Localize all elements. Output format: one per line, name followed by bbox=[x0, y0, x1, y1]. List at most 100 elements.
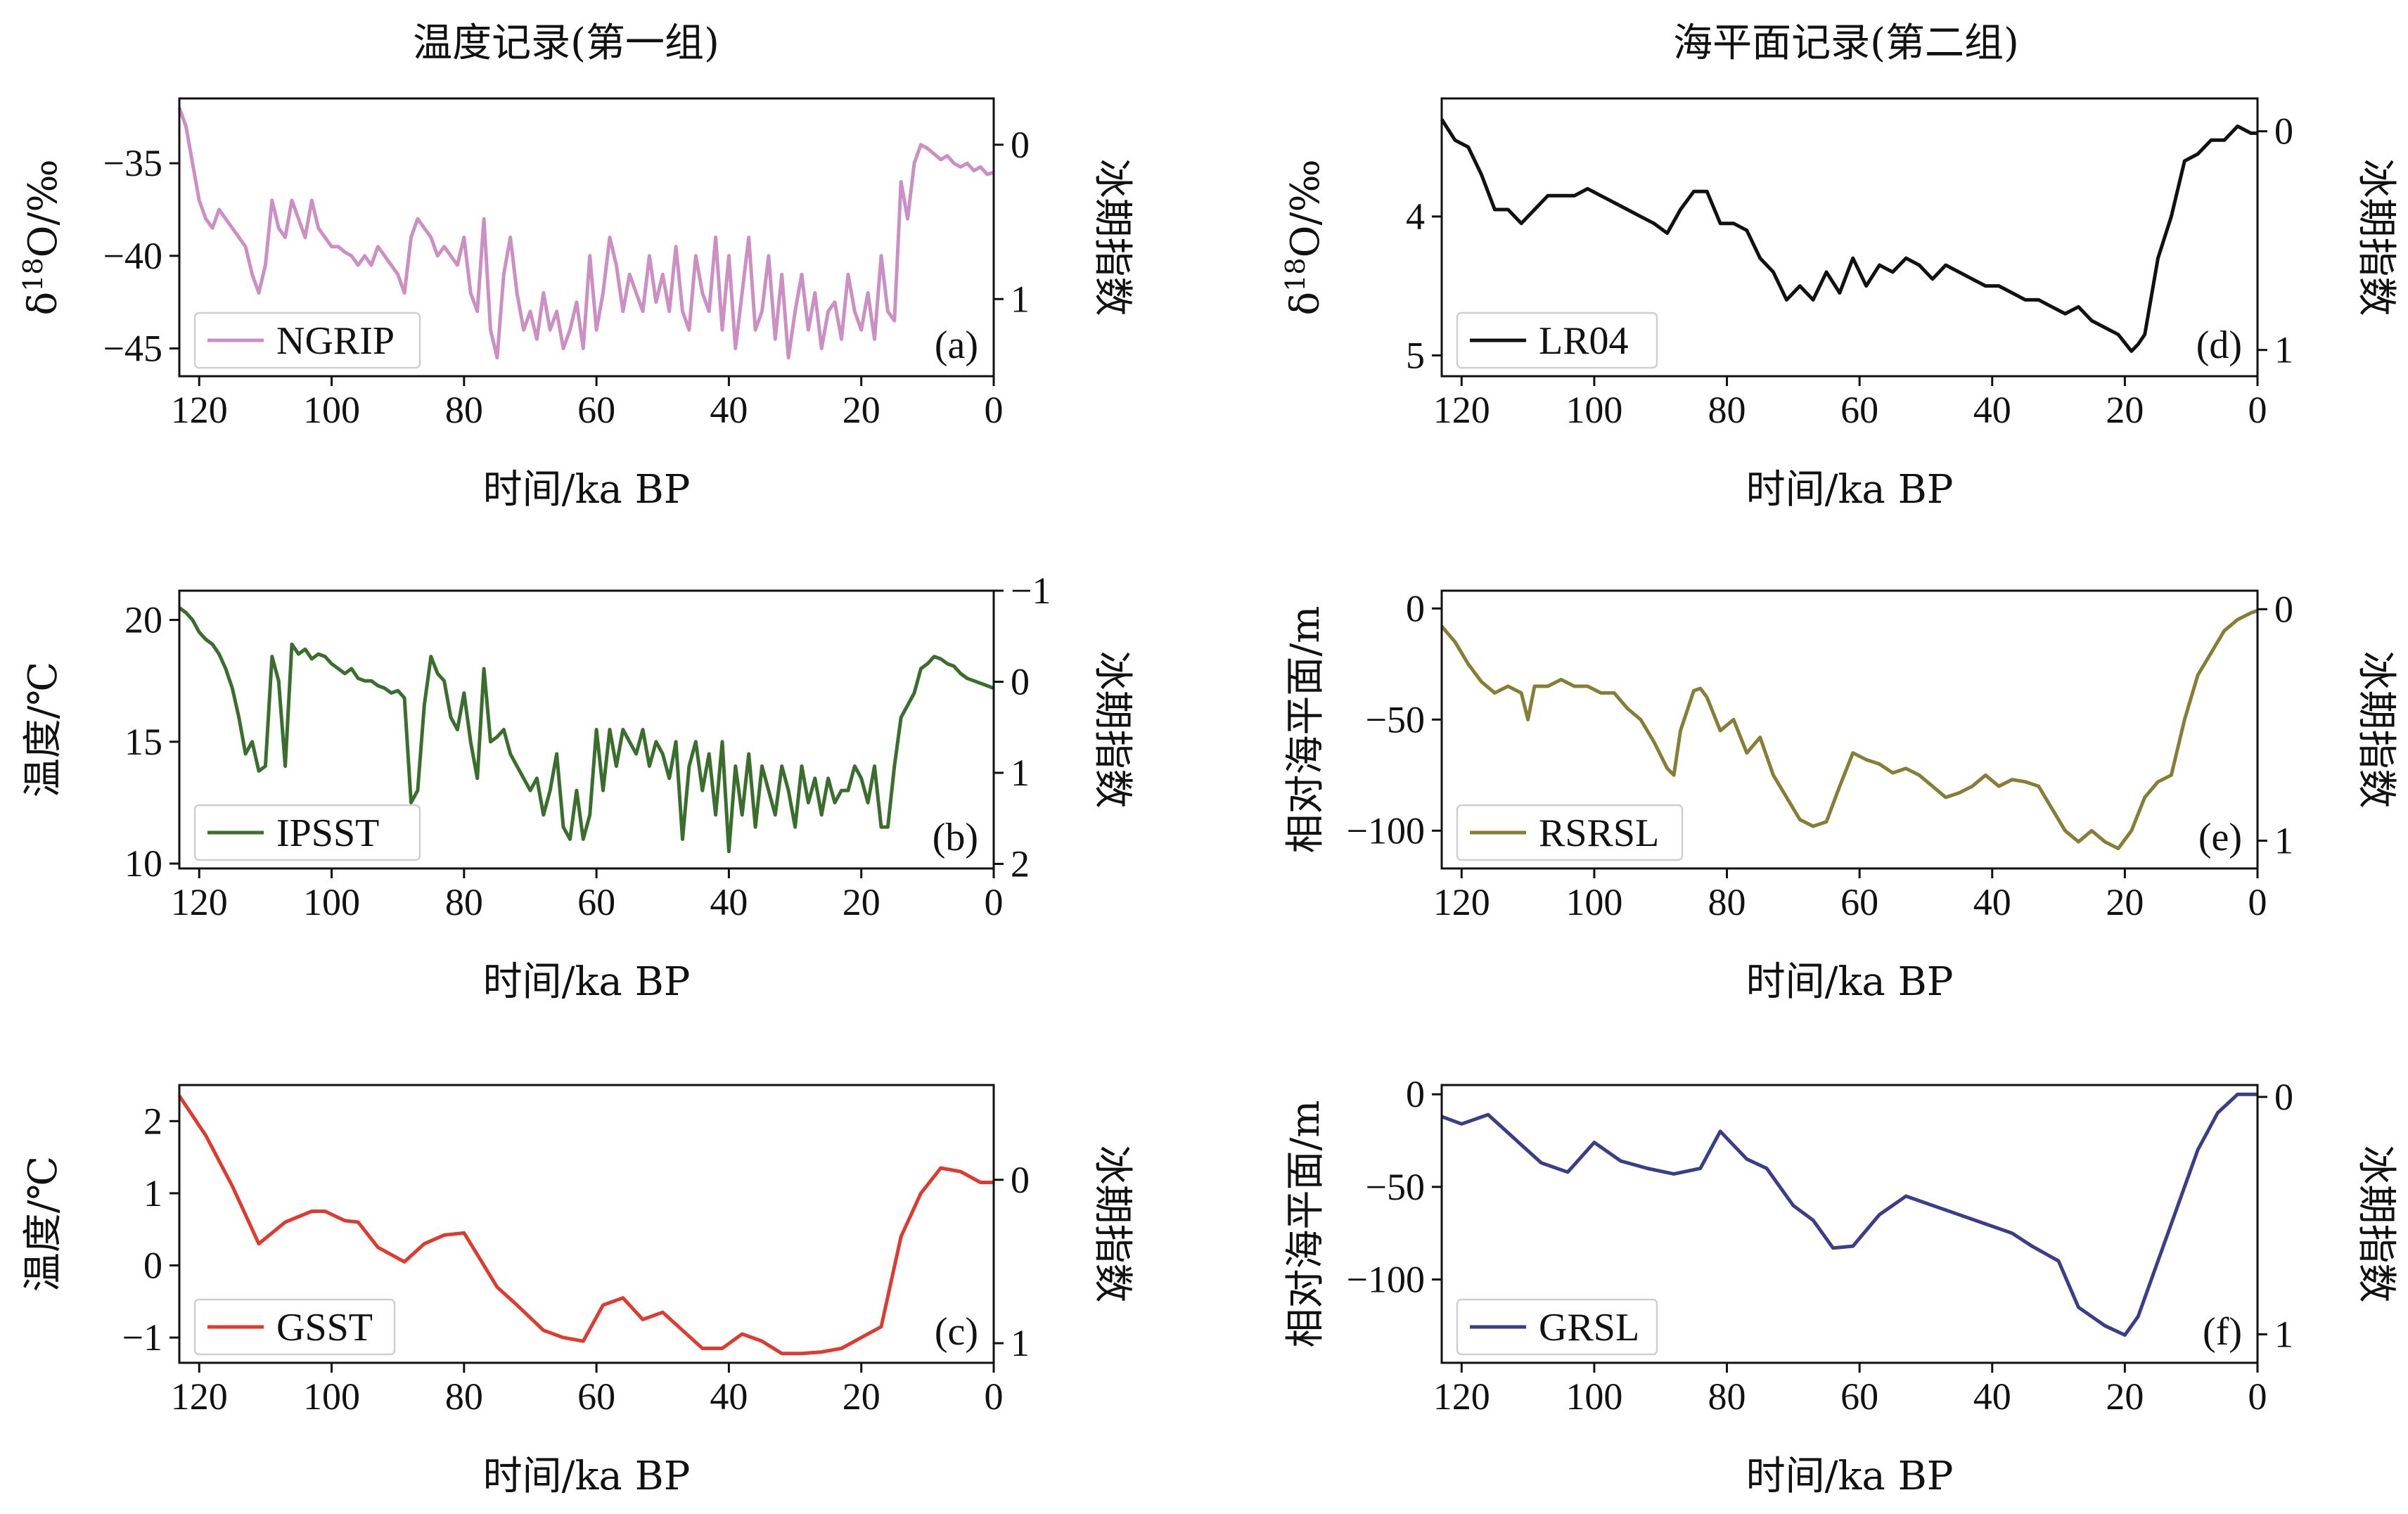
y-axis-label-part: O/‰ bbox=[1283, 160, 1328, 258]
x-tick-label: 40 bbox=[710, 389, 748, 431]
y-tick-label: 1 bbox=[143, 1172, 162, 1214]
legend-box bbox=[1456, 804, 1684, 861]
y-axis-label: 温度/℃ bbox=[20, 662, 66, 798]
series-line-rsrsl bbox=[1440, 609, 2258, 851]
legend-box bbox=[193, 804, 421, 861]
y2-axis-label: 冰期指数 bbox=[2353, 159, 2399, 316]
plot-frame bbox=[178, 589, 995, 870]
x-tick-label: 0 bbox=[2248, 881, 2267, 923]
panel-label: (c) bbox=[935, 1310, 978, 1354]
x-tick-label: 60 bbox=[1840, 881, 1878, 923]
legend-box bbox=[193, 312, 421, 369]
x-tick-label: 20 bbox=[2106, 1375, 2144, 1418]
x-tick-label: 120 bbox=[1433, 1375, 1490, 1418]
x-tick-label: 20 bbox=[2106, 881, 2144, 923]
y-tick-label: 0 bbox=[143, 1244, 162, 1286]
x-tick-label: 40 bbox=[1973, 881, 2011, 923]
y2-tick-label: 0 bbox=[1011, 124, 1030, 166]
column-title-left: 温度记录(第一组) bbox=[413, 20, 719, 66]
x-tick-label: 80 bbox=[1708, 389, 1746, 431]
y-tick-label: 15 bbox=[124, 721, 162, 763]
x-tick-label: 80 bbox=[445, 389, 483, 431]
x-axis-label: 时间/ka BP bbox=[1746, 467, 1954, 513]
panel-label: (e) bbox=[2198, 816, 2242, 859]
legend-label: IPSST bbox=[276, 811, 379, 855]
plot-frame bbox=[1440, 1084, 2259, 1364]
x-tick-label: 0 bbox=[985, 1375, 1004, 1418]
y-tick-label: −40 bbox=[103, 235, 162, 277]
panel-a: 120 100 80 60 40 20 0 −35 −40 −45 0 1 时间/ka BP δ18O/‰… bbox=[18, 97, 1135, 513]
x-tick-label: 120 bbox=[1433, 881, 1490, 923]
y2-tick-label: 1 bbox=[2274, 329, 2293, 371]
y-axis-label: 相对海平面/m bbox=[1283, 1101, 1328, 1348]
x-tick-label: 120 bbox=[1433, 389, 1490, 431]
panel-label: (f) bbox=[2203, 1310, 2242, 1354]
y2-tick-label: 0 bbox=[1011, 1159, 1030, 1201]
plot-frame bbox=[178, 97, 995, 378]
y2-axis-label: 冰期指数 bbox=[1089, 159, 1135, 316]
series-line-gsst bbox=[177, 1095, 994, 1356]
x-tick-label: 60 bbox=[577, 881, 615, 923]
x-tick-label: 40 bbox=[710, 881, 748, 923]
legend-label: RSRSL bbox=[1539, 811, 1659, 855]
legend: GSST bbox=[193, 1298, 396, 1356]
plot-frame bbox=[178, 1084, 995, 1364]
y2-tick-label: 1 bbox=[1011, 1322, 1030, 1364]
x-axis-label: 时间/ka BP bbox=[1746, 1454, 1954, 1499]
x-tick-label: 120 bbox=[171, 881, 228, 923]
x-tick-label: 0 bbox=[985, 881, 1004, 923]
y-axis-label: 相对海平面/m bbox=[1283, 606, 1328, 854]
x-axis-label: 时间/ka BP bbox=[1746, 959, 1954, 1005]
y-tick-label: 0 bbox=[1406, 1073, 1425, 1115]
y-axis-label: δ18O/‰ bbox=[18, 160, 66, 316]
x-tick-label: 20 bbox=[2106, 389, 2144, 431]
plot-frame bbox=[1440, 97, 2259, 378]
x-tick-label: 60 bbox=[1840, 389, 1878, 431]
x-tick-label: 80 bbox=[1708, 881, 1746, 923]
y2-tick-label: 2 bbox=[1011, 843, 1030, 885]
x-tick-label: 80 bbox=[445, 1375, 483, 1418]
x-tick-label: 20 bbox=[843, 1375, 880, 1418]
x-tick-label: 120 bbox=[171, 389, 228, 431]
legend: NGRIP bbox=[193, 312, 421, 369]
y-tick-label: −50 bbox=[1366, 1166, 1425, 1208]
x-axis-label: 时间/ka BP bbox=[483, 959, 691, 1005]
x-tick-label: 100 bbox=[303, 881, 360, 923]
x-tick-label: 100 bbox=[303, 1375, 360, 1418]
y-tick-label: −45 bbox=[103, 328, 162, 370]
y-tick-label: −100 bbox=[1347, 1259, 1425, 1301]
x-tick-label: 100 bbox=[1565, 1375, 1622, 1418]
y2-tick-label: 0 bbox=[1011, 661, 1030, 703]
series-line-grsl bbox=[1441, 1092, 2258, 1337]
legend: LR04 bbox=[1456, 312, 1658, 369]
x-tick-label: 40 bbox=[1973, 389, 2011, 431]
x-tick-label: 40 bbox=[1973, 1375, 2011, 1418]
x-axis-label: 时间/ka BP bbox=[483, 467, 691, 513]
x-tick-label: 0 bbox=[2248, 389, 2267, 431]
legend-box bbox=[193, 1298, 396, 1356]
y2-tick-label: 0 bbox=[2274, 110, 2293, 153]
x-tick-label: 20 bbox=[843, 881, 880, 923]
y2-tick-label: 0 bbox=[2274, 588, 2293, 630]
legend-box bbox=[1456, 312, 1658, 369]
y2-tick-label: 1 bbox=[2274, 820, 2293, 862]
y2-tick-label: 0 bbox=[2274, 1076, 2293, 1118]
column-title-right: 海平面记录(第二组) bbox=[1673, 20, 2019, 66]
x-tick-label: 120 bbox=[171, 1375, 228, 1418]
legend-box bbox=[1456, 1298, 1658, 1356]
x-tick-label: 60 bbox=[577, 1375, 615, 1418]
x-tick-label: 100 bbox=[1565, 881, 1622, 923]
x-tick-label: 0 bbox=[2248, 1375, 2267, 1418]
x-tick-label: 100 bbox=[303, 389, 360, 431]
panel-label: (a) bbox=[935, 323, 978, 367]
y-axis-label: 温度/℃ bbox=[20, 1156, 66, 1292]
panel-b: 120 100 80 60 40 20 0 20 15 10 −1 0 1 2 时间/ka BP 温度/℃ 冰期… bbox=[20, 570, 1135, 1005]
panel-label: (b) bbox=[933, 816, 978, 859]
plot-frame bbox=[1440, 589, 2259, 870]
y-tick-label: 10 bbox=[124, 842, 162, 885]
x-tick-label: 60 bbox=[1840, 1375, 1878, 1418]
